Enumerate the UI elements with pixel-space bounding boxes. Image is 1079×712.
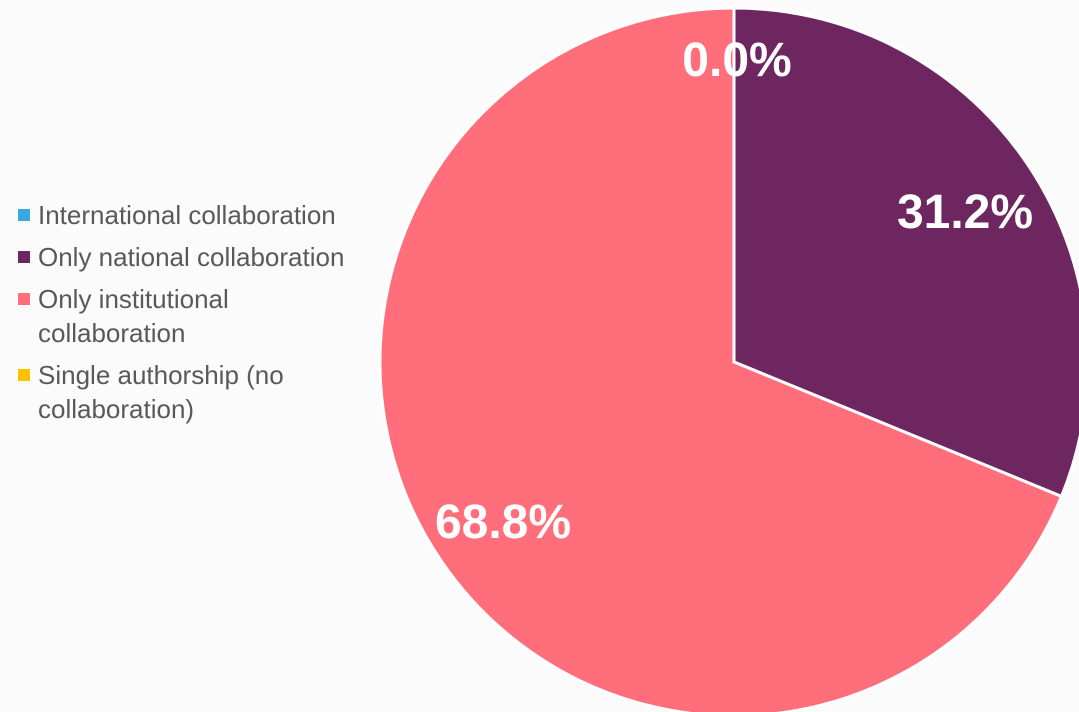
legend-label-single-authorship: Single authorship (no collaboration) [38,360,284,424]
data-label-international: 0.0% [682,34,791,87]
legend-label-national: Only national collaboration [38,242,345,272]
data-label-institutional: 68.8% [435,496,571,549]
legend-swatch-national [18,251,30,263]
data-label-national: 31.2% [897,186,1033,239]
legend-item-single-authorship: Single authorship (no collaboration) [18,358,358,426]
pie-slice-institutional [378,6,1064,712]
legend-label-institutional: Only institutional collaboration [38,284,229,348]
pie-slice-national [732,6,1079,499]
chart-legend: International collaboration Only nationa… [18,198,358,434]
legend-swatch-international [18,209,30,221]
legend-label-international: International collaboration [38,200,336,230]
legend-item-national: Only national collaboration [18,240,358,274]
legend-swatch-single-authorship [18,369,30,381]
pie-slices [378,6,1079,712]
legend-item-institutional: Only institutional collaboration [18,282,358,350]
legend-swatch-institutional [18,293,30,305]
legend-item-international: International collaboration [18,198,358,232]
